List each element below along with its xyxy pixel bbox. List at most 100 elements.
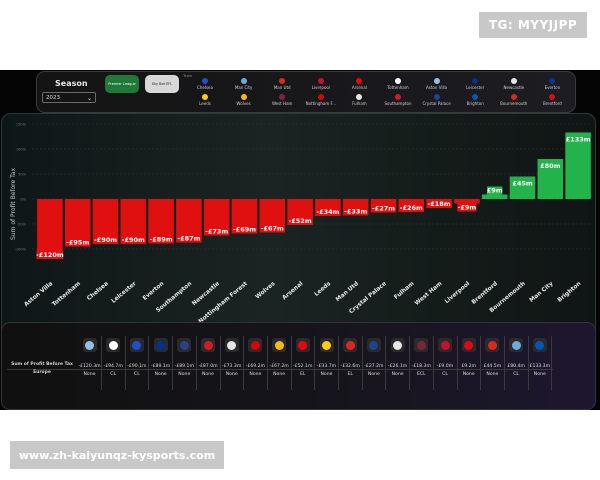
europe-cell: CL <box>442 372 448 377</box>
club-crest-icon <box>472 78 479 84</box>
europe-cell: CL <box>110 372 117 377</box>
team-filter-chelsea[interactable]: Chelsea <box>187 77 223 92</box>
club-crest-icon <box>317 78 324 84</box>
club-crest-icon <box>319 338 334 352</box>
club-crest-icon <box>240 94 247 100</box>
team-filter-aston-villa[interactable]: Aston Villa <box>419 77 455 92</box>
club-crest-icon <box>248 338 263 352</box>
league-name: Sky Bet EFL <box>151 82 173 86</box>
season-dropdown[interactable]: 2023 ⌄ <box>42 92 96 103</box>
club-crest-icon <box>343 338 358 352</box>
x-tick-label: West Ham <box>414 281 443 307</box>
club-crest-icon <box>153 338 168 352</box>
club-crest-icon <box>295 338 310 352</box>
club-crest-icon <box>129 338 144 352</box>
club-crest-icon <box>510 78 517 84</box>
team-filter-newcastle[interactable]: Newcastle <box>496 77 532 92</box>
team-filter-leeds[interactable]: Leeds <box>187 93 223 108</box>
profit-cell: -£33.7m <box>316 364 337 369</box>
team-filter-west-ham[interactable]: West Ham <box>264 93 300 108</box>
team-filter-bournemouth[interactable]: Bournemouth <box>496 93 532 108</box>
data-label: -£120m <box>36 251 64 259</box>
table-column-liverpool: -£9.0m CL <box>434 336 458 390</box>
profit-cell: -£18.3m <box>411 364 431 369</box>
team-filter-man-city[interactable]: Man City <box>226 77 262 92</box>
club-crest-icon <box>549 94 556 100</box>
team-filter-man-utd[interactable]: Man Utd <box>264 77 300 92</box>
team-filter-tottenham[interactable]: Tottenham <box>380 77 416 92</box>
team-filter-liverpool[interactable]: Liverpool <box>303 77 339 92</box>
team-filter-fulham[interactable]: Fulham <box>341 93 377 108</box>
data-label-bg <box>205 227 229 236</box>
profit-cell: -£26.1m <box>387 364 408 369</box>
profit-cell: -£89.1m <box>174 364 194 369</box>
league-filter-premier-league[interactable]: Premier League <box>105 75 139 93</box>
league-name: Premier League <box>108 82 136 86</box>
table-column-leeds: -£33.7m None <box>315 336 339 390</box>
table-column-fulham: -£26.1m None <box>386 336 411 390</box>
profit-cell: -£90.1m <box>127 364 147 369</box>
data-label: -£67m <box>261 225 284 233</box>
league-filter-sky-bet[interactable]: Sky Bet EFL <box>145 75 179 93</box>
team-filter-brentford[interactable]: Brentford <box>534 93 570 108</box>
table-column-west-ham: -£18.3m ECL <box>410 336 434 390</box>
team-name: Chelsea <box>197 85 213 90</box>
data-label-bg <box>487 186 503 195</box>
europe-cell: None <box>83 372 96 377</box>
club-crest-icon <box>202 78 208 84</box>
team-filter-crystal-palace[interactable]: Crystal Palace <box>419 93 455 108</box>
x-tick-label: Brighton <box>557 281 583 304</box>
team-filter-brighton[interactable]: Brighton <box>457 93 493 108</box>
team-name: Brentford <box>542 101 562 106</box>
club-crest-icon <box>201 338 215 352</box>
team-filter-leicester[interactable]: Leicester <box>457 77 493 92</box>
season-value: 2023 <box>46 95 60 101</box>
team-name: Southampton <box>384 101 412 106</box>
watermark-website: www.zh-kaiyunqz-kysports.com <box>10 441 224 469</box>
data-label-bg <box>457 203 477 212</box>
team-slicer-label: Team <box>183 74 193 78</box>
team-filter-nottingham-f[interactable]: Nottingham F... <box>303 93 339 108</box>
x-tick-label: Aston Villa <box>23 281 54 308</box>
club-crest-icon <box>356 78 363 84</box>
profit-cell: -£52.1m <box>293 364 313 369</box>
club-crest-icon <box>224 338 239 352</box>
x-tick-label: Nottingham Forest <box>198 281 249 325</box>
table-column-bournemouth: £44.5m None <box>481 336 505 390</box>
europe-cell: None <box>533 372 546 377</box>
profit-cell: -£69.2m <box>245 364 266 369</box>
team-filter-southampton[interactable]: Southampton <box>380 93 416 108</box>
data-label: £45m <box>512 180 533 188</box>
y-tick-label: 150m <box>16 123 27 127</box>
x-tick-label: Brentford <box>471 281 499 306</box>
data-label-bg <box>94 236 117 244</box>
data-label-bg <box>260 224 284 233</box>
team-name: Arsenal <box>351 85 367 90</box>
y-tick-label: -100m <box>15 248 27 252</box>
table-column-wolves: -£67.2m None <box>268 336 292 390</box>
europe-cell: None <box>225 372 238 377</box>
table-column-crystal-palace: -£27.2m None <box>362 336 387 390</box>
team-filter-everton[interactable]: Everton <box>534 77 570 92</box>
club-crest-icon <box>82 338 97 352</box>
team-filter-arsenal[interactable]: Arsenal <box>341 77 377 92</box>
x-tick-label: Man City <box>529 281 555 304</box>
profit-bar-chart: 150m 100m 50m 0m -50m -100m Sum of Profit Befo… <box>10 123 592 325</box>
table-panel: Sum of Profit Before Tax Europe -£120.3m… <box>1 322 596 410</box>
club-crest-icon <box>272 338 287 352</box>
team-name: Crystal Palace <box>422 101 451 106</box>
europe-cell: None <box>391 372 404 377</box>
club-crest-icon <box>390 338 405 352</box>
bar-liverpool <box>454 199 480 204</box>
team-name: Wolves <box>236 101 251 106</box>
table-column-brighton: £133.3m None <box>528 336 553 390</box>
table-column-leicester: -£89.1m None <box>149 336 174 390</box>
table-column-southampton: -£87.0m None <box>197 336 221 390</box>
y-tick-label: 0m <box>20 198 26 202</box>
europe-cell: ECL <box>416 372 426 377</box>
x-tick-label: Liverpool <box>444 281 471 305</box>
team-filter-wolves[interactable]: Wolves <box>226 93 262 108</box>
data-label-bg <box>288 217 312 225</box>
team-name: Man Utd <box>273 85 291 90</box>
club-crest-icon <box>549 78 556 84</box>
